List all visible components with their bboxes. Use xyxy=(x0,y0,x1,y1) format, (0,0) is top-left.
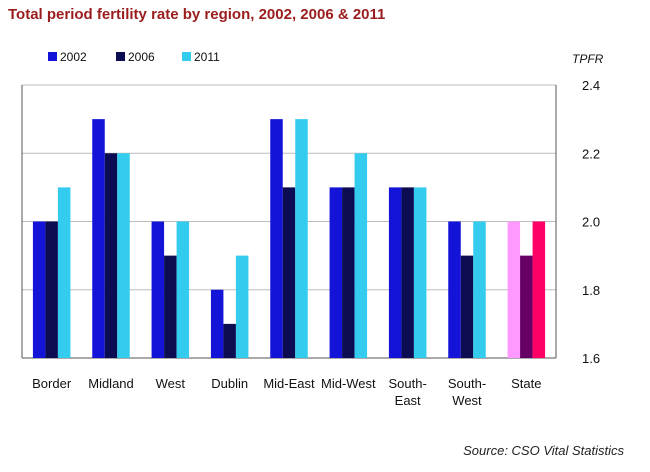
bar xyxy=(57,187,71,358)
legend-swatch xyxy=(116,52,125,61)
bar xyxy=(270,119,283,358)
bar xyxy=(223,323,236,358)
bar xyxy=(342,187,355,358)
chart-title: Total period fertility rate by region, 2… xyxy=(8,6,386,23)
bar xyxy=(235,255,249,358)
x-tick-label: East xyxy=(395,393,421,408)
y-axis-label: TPFR xyxy=(572,52,604,66)
legend-label: 2006 xyxy=(128,50,155,64)
bar xyxy=(45,221,58,358)
x-tick-label: South- xyxy=(448,376,486,391)
y-tick-label: 1.8 xyxy=(582,283,600,298)
bar xyxy=(507,221,521,358)
bar xyxy=(520,255,533,358)
x-tick-label: Border xyxy=(32,376,72,391)
x-tick-label: State xyxy=(511,376,541,391)
y-tick-label: 2.2 xyxy=(582,146,600,161)
x-tick-label: Mid-East xyxy=(263,376,315,391)
source-note: Source: CSO Vital Statistics xyxy=(463,443,624,458)
bar xyxy=(117,153,130,358)
bar xyxy=(532,221,546,358)
bar xyxy=(32,221,46,358)
x-tick-label: Midland xyxy=(88,376,134,391)
x-tick-label: Dublin xyxy=(211,376,248,391)
bar xyxy=(460,255,474,358)
bar xyxy=(104,153,118,358)
y-tick-label: 2.0 xyxy=(582,215,600,230)
bar xyxy=(448,221,461,358)
x-tick-label: West xyxy=(156,376,186,391)
bar xyxy=(413,187,427,358)
legend-label: 2011 xyxy=(194,50,220,64)
bar xyxy=(295,119,308,358)
legend-label: 2002 xyxy=(60,50,87,64)
legend-swatch xyxy=(48,52,57,61)
bar xyxy=(282,187,296,358)
bar xyxy=(92,119,105,358)
legend-swatch xyxy=(182,52,191,61)
bar xyxy=(473,221,486,358)
bar xyxy=(151,221,165,358)
y-tick-label: 1.6 xyxy=(582,351,600,366)
x-tick-label: West xyxy=(452,393,482,408)
bar xyxy=(329,187,343,358)
bar xyxy=(401,187,414,358)
bar xyxy=(210,289,224,358)
y-tick-label: 2.4 xyxy=(582,78,600,93)
bar xyxy=(164,255,177,358)
x-tick-label: Mid-West xyxy=(321,376,376,391)
bar xyxy=(176,221,190,358)
bar xyxy=(388,187,402,358)
bar xyxy=(354,153,368,358)
x-tick-label: South- xyxy=(389,376,427,391)
